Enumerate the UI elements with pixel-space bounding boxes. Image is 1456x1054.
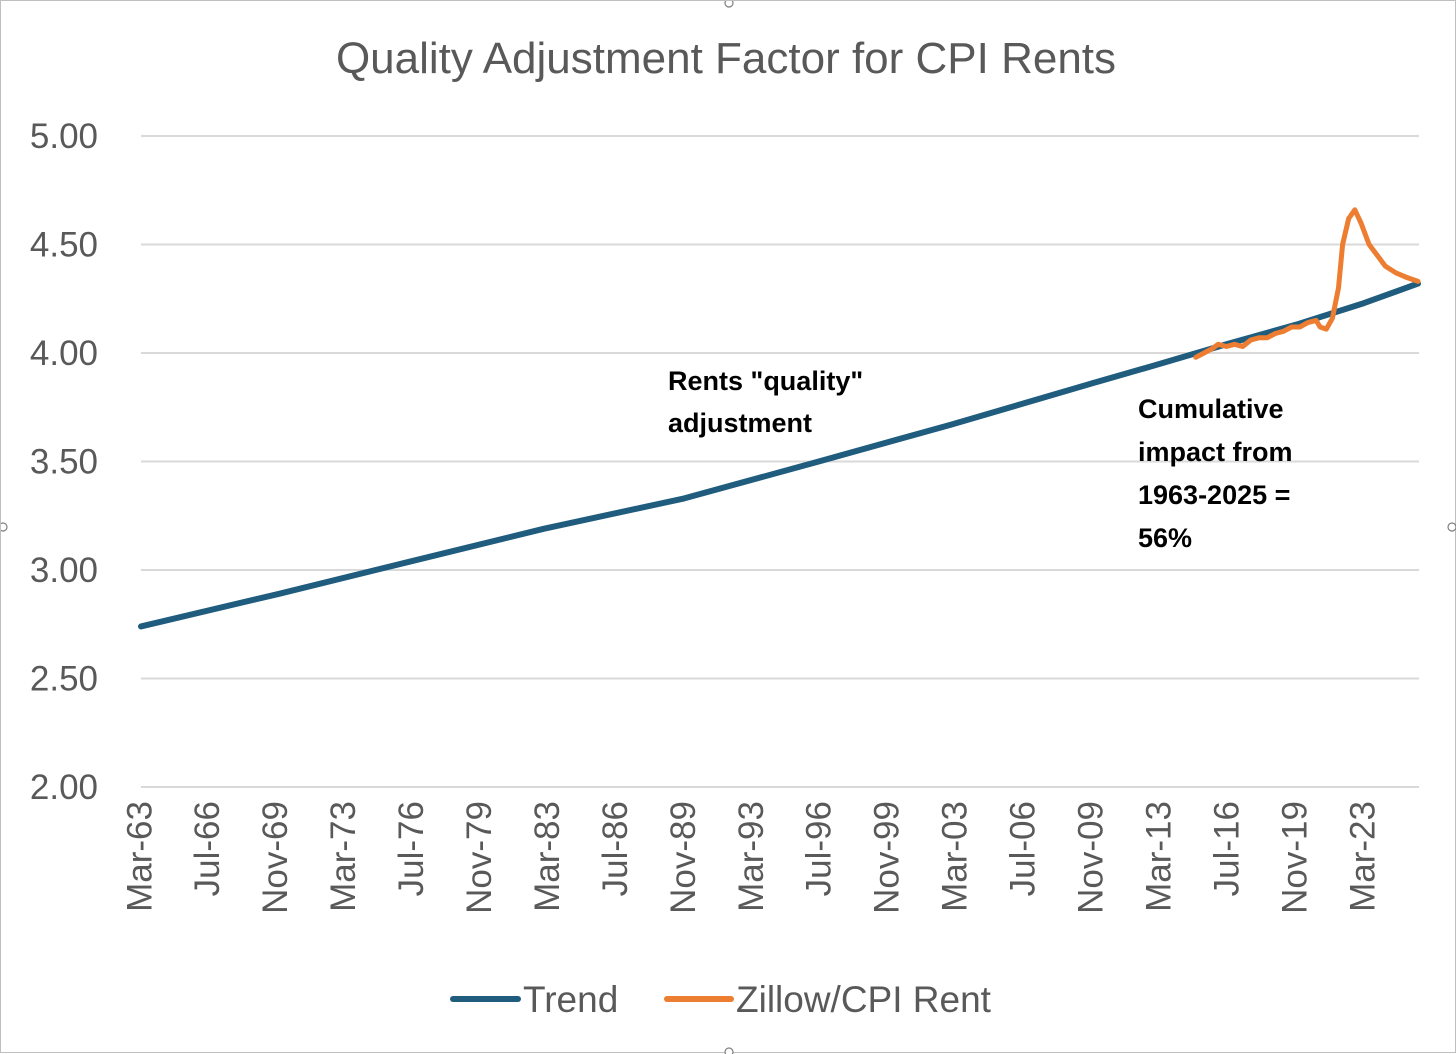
resize-handle-bottom[interactable] xyxy=(724,1047,734,1054)
annotation-quality-line-2: adjustment xyxy=(668,408,812,438)
y-tick-label-4-50: 4.50 xyxy=(30,226,98,265)
x-tick-label-mar-23: Mar-23 xyxy=(1343,801,1382,912)
y-tick-label-3-50: 3.50 xyxy=(30,443,98,482)
chart-title: Quality Adjustment Factor for CPI Rents xyxy=(336,34,1116,83)
annotation-quality-line-1: Rents "quality" xyxy=(668,366,863,396)
x-tick-label-jul-96: Jul-96 xyxy=(800,801,839,896)
x-tick-label-jul-06: Jul-06 xyxy=(1004,801,1043,896)
x-tick-label-mar-13: Mar-13 xyxy=(1139,801,1178,912)
series-line-zillow-cpi-rent xyxy=(1193,207,1421,360)
gridlines xyxy=(141,135,1419,788)
x-tick-label-mar-73: Mar-73 xyxy=(324,801,363,912)
y-tick-label-2-00: 2.00 xyxy=(30,768,98,807)
y-tick-label-3-00: 3.00 xyxy=(30,551,98,590)
annotation-impact-line-1: Cumulative xyxy=(1138,394,1284,424)
x-tick-label-nov-79: Nov-79 xyxy=(460,801,499,914)
legend-label-trend: Trend xyxy=(523,979,618,1020)
resize-handle-right[interactable] xyxy=(1447,522,1456,532)
x-tick-label-nov-99: Nov-99 xyxy=(868,801,907,914)
x-tick-label-mar-83: Mar-83 xyxy=(528,801,567,912)
x-tick-label-nov-69: Nov-69 xyxy=(256,801,295,914)
x-tick-label-nov-09: Nov-09 xyxy=(1071,801,1110,914)
x-tick-label-jul-86: Jul-86 xyxy=(596,801,635,896)
y-tick-label-2-50: 2.50 xyxy=(30,660,98,699)
legend: Trend Zillow/CPI Rent xyxy=(450,979,992,1020)
y-tick-label-4-00: 4.00 xyxy=(30,334,98,373)
x-tick-label-jul-16: Jul-16 xyxy=(1207,801,1246,896)
x-tick-label-jul-66: Jul-66 xyxy=(188,801,227,896)
annotation-quality-adjustment: Rents "quality" adjustment xyxy=(668,366,871,438)
x-tick-label-mar-63: Mar-63 xyxy=(120,801,159,912)
annotation-impact-line-4: 56% xyxy=(1138,523,1192,553)
annotation-impact-line-2: impact from xyxy=(1138,437,1293,467)
y-tick-label-5-00: 5.00 xyxy=(30,117,98,156)
x-tick-label-nov-19: Nov-19 xyxy=(1275,801,1314,914)
resize-handle-top[interactable] xyxy=(724,1,734,8)
annotation-impact-line-3: 1963-2025 = xyxy=(1138,480,1290,510)
x-axis-ticks: Mar-63 Jul-66 Nov-69 Mar-73 Jul-76 Nov-79 Mar-… xyxy=(120,801,1382,914)
legend-label-zillow-cpi-rent: Zillow/CPI Rent xyxy=(736,979,992,1020)
x-tick-label-nov-89: Nov-89 xyxy=(664,801,703,914)
annotation-cumulative-impact: Cumulative impact from 1963-2025 = 56% xyxy=(1138,394,1300,553)
x-tick-label-jul-76: Jul-76 xyxy=(392,801,431,896)
x-tick-label-mar-93: Mar-93 xyxy=(732,801,771,912)
x-tick-label-mar-03: Mar-03 xyxy=(936,801,975,912)
resize-handle-left[interactable] xyxy=(1,522,8,532)
y-axis-ticks: 2.00 2.50 3.00 3.50 4.00 4.50 5.00 xyxy=(30,117,98,807)
